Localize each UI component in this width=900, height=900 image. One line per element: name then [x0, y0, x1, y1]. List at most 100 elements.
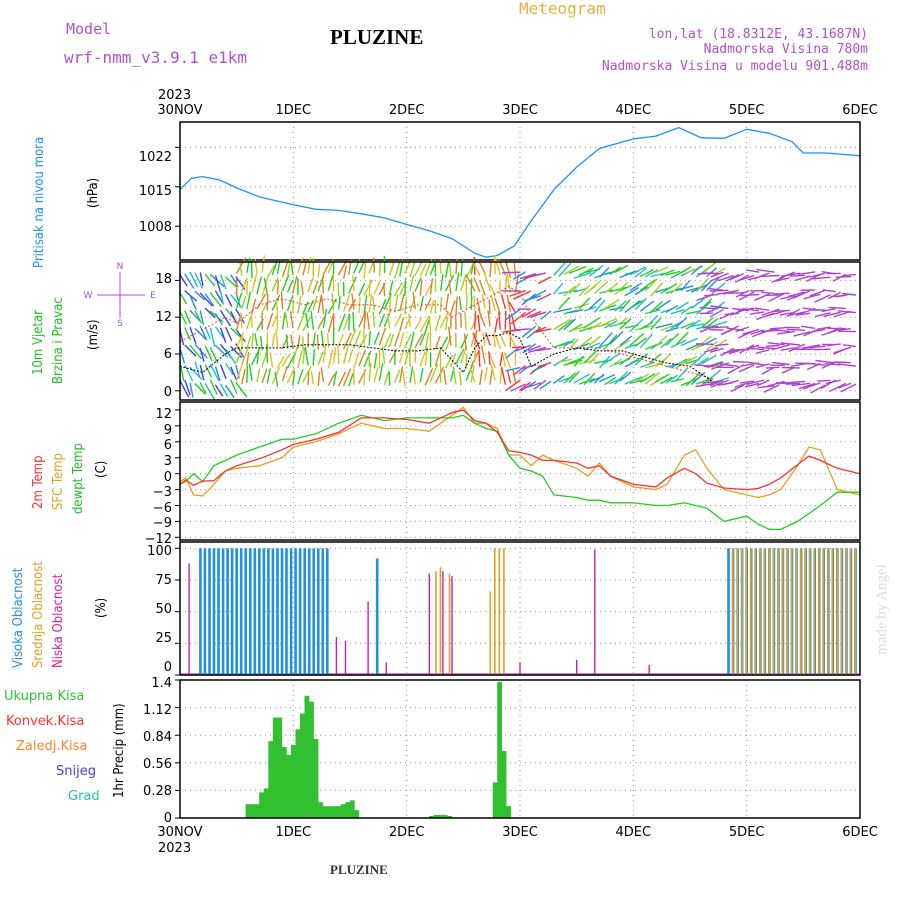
wind-barb	[332, 370, 338, 386]
wind-barb	[440, 296, 443, 312]
wind-barb	[312, 349, 315, 366]
temp-ylabel-dewpt: dewpt Temp	[71, 443, 86, 514]
wind-barb	[474, 346, 476, 363]
wind-barb	[837, 363, 857, 367]
bottom-axis-label: 1DEC	[276, 825, 312, 840]
wind-barb	[352, 275, 355, 292]
wind-barb	[802, 382, 821, 390]
wind-barb	[419, 295, 424, 312]
cloud-bar	[818, 548, 820, 675]
wind-barb	[448, 260, 452, 278]
wind-barb	[770, 327, 785, 330]
wind-barb	[419, 351, 426, 367]
wind-barb	[271, 294, 281, 311]
wind-barb	[841, 292, 857, 296]
wind-barb	[685, 343, 699, 351]
wind-barb	[786, 328, 806, 331]
wind-barb	[568, 266, 587, 274]
wind-barb	[281, 312, 286, 330]
wind-barb	[316, 334, 319, 350]
wind-barb	[757, 346, 775, 350]
wind-barb	[722, 289, 739, 295]
temp-yticks: 12 9 6 3 0 −3 −6 −9 −12	[145, 407, 172, 547]
wind-barb	[276, 280, 279, 295]
wind-barb	[746, 379, 765, 385]
wind-barb	[297, 295, 302, 314]
model-name: wrf-nmm_v3.9.1 e1km	[64, 48, 247, 67]
wind-barb	[310, 310, 314, 330]
wind-barb	[835, 276, 852, 278]
cloud-bar	[317, 548, 320, 675]
wind-barb	[450, 300, 456, 314]
wind-barb	[634, 267, 647, 278]
wind-barb	[558, 358, 572, 363]
wind-barb	[680, 305, 693, 315]
wind-barb	[378, 313, 385, 327]
wind-barb	[189, 309, 202, 322]
wind-barb	[513, 328, 531, 331]
temp-ytick: −3	[153, 485, 172, 500]
wind-barb	[798, 383, 816, 390]
wind-barb	[762, 274, 780, 277]
wind-barb	[803, 293, 821, 300]
wind-barb	[614, 371, 629, 385]
wind-barb	[445, 354, 453, 368]
wind-barb	[241, 295, 247, 310]
cloud-bar	[763, 548, 766, 675]
wind-barb	[563, 372, 576, 384]
wind-barb	[696, 335, 712, 349]
wind-barb	[251, 274, 257, 293]
compass-w: W	[84, 291, 93, 301]
wind-barb	[414, 333, 424, 349]
wind-barb	[583, 317, 600, 329]
wind-barb	[443, 369, 447, 385]
wind-barb	[589, 281, 601, 292]
cloud-bar	[745, 548, 748, 675]
wind-barb	[317, 351, 324, 366]
wind-barb	[363, 262, 367, 279]
wind-barb	[474, 329, 478, 346]
wind-barb	[645, 372, 660, 385]
wind-barb	[368, 293, 373, 313]
wind-barb	[478, 349, 481, 368]
wind-barb	[307, 371, 310, 385]
wind-barb	[506, 369, 512, 384]
wind-barb	[184, 310, 191, 324]
precip-bar	[354, 810, 360, 818]
wind-barb	[787, 291, 806, 298]
wind-barb	[302, 366, 312, 383]
dewpt-temp-line	[179, 414, 860, 531]
wind-barb	[650, 282, 664, 297]
wind-barb	[402, 370, 406, 387]
wind-barb	[578, 297, 591, 310]
wind-barb	[281, 260, 289, 278]
wind-barb	[472, 262, 481, 276]
wind-barb	[771, 344, 790, 351]
wind-barb	[650, 353, 662, 363]
wind-barb	[246, 280, 249, 296]
wind-barb	[424, 297, 432, 311]
cloud-bar	[199, 548, 202, 675]
wind-barb	[256, 276, 262, 295]
wind-barb	[419, 316, 430, 333]
wind-barb	[609, 358, 622, 368]
precip-bar	[245, 804, 251, 818]
wind-barb	[675, 285, 694, 292]
wind-barb	[287, 367, 295, 384]
wind-barb	[691, 352, 706, 367]
wind-barb	[665, 327, 679, 332]
wind-barb	[670, 283, 683, 294]
wind-barb	[767, 342, 785, 346]
wind-barb	[263, 277, 268, 296]
wind-barb	[710, 305, 729, 310]
wind-barb	[794, 275, 811, 282]
cloud-bar	[344, 640, 347, 675]
wind-barb	[634, 373, 649, 383]
wind-barb	[756, 379, 770, 387]
cloud-bar	[326, 548, 329, 675]
precip-bar	[336, 806, 342, 818]
wind-barb	[761, 329, 780, 333]
wind-barb	[811, 328, 826, 333]
bottom-axis-label: 2DEC	[389, 825, 425, 840]
wind-barb	[246, 352, 250, 366]
